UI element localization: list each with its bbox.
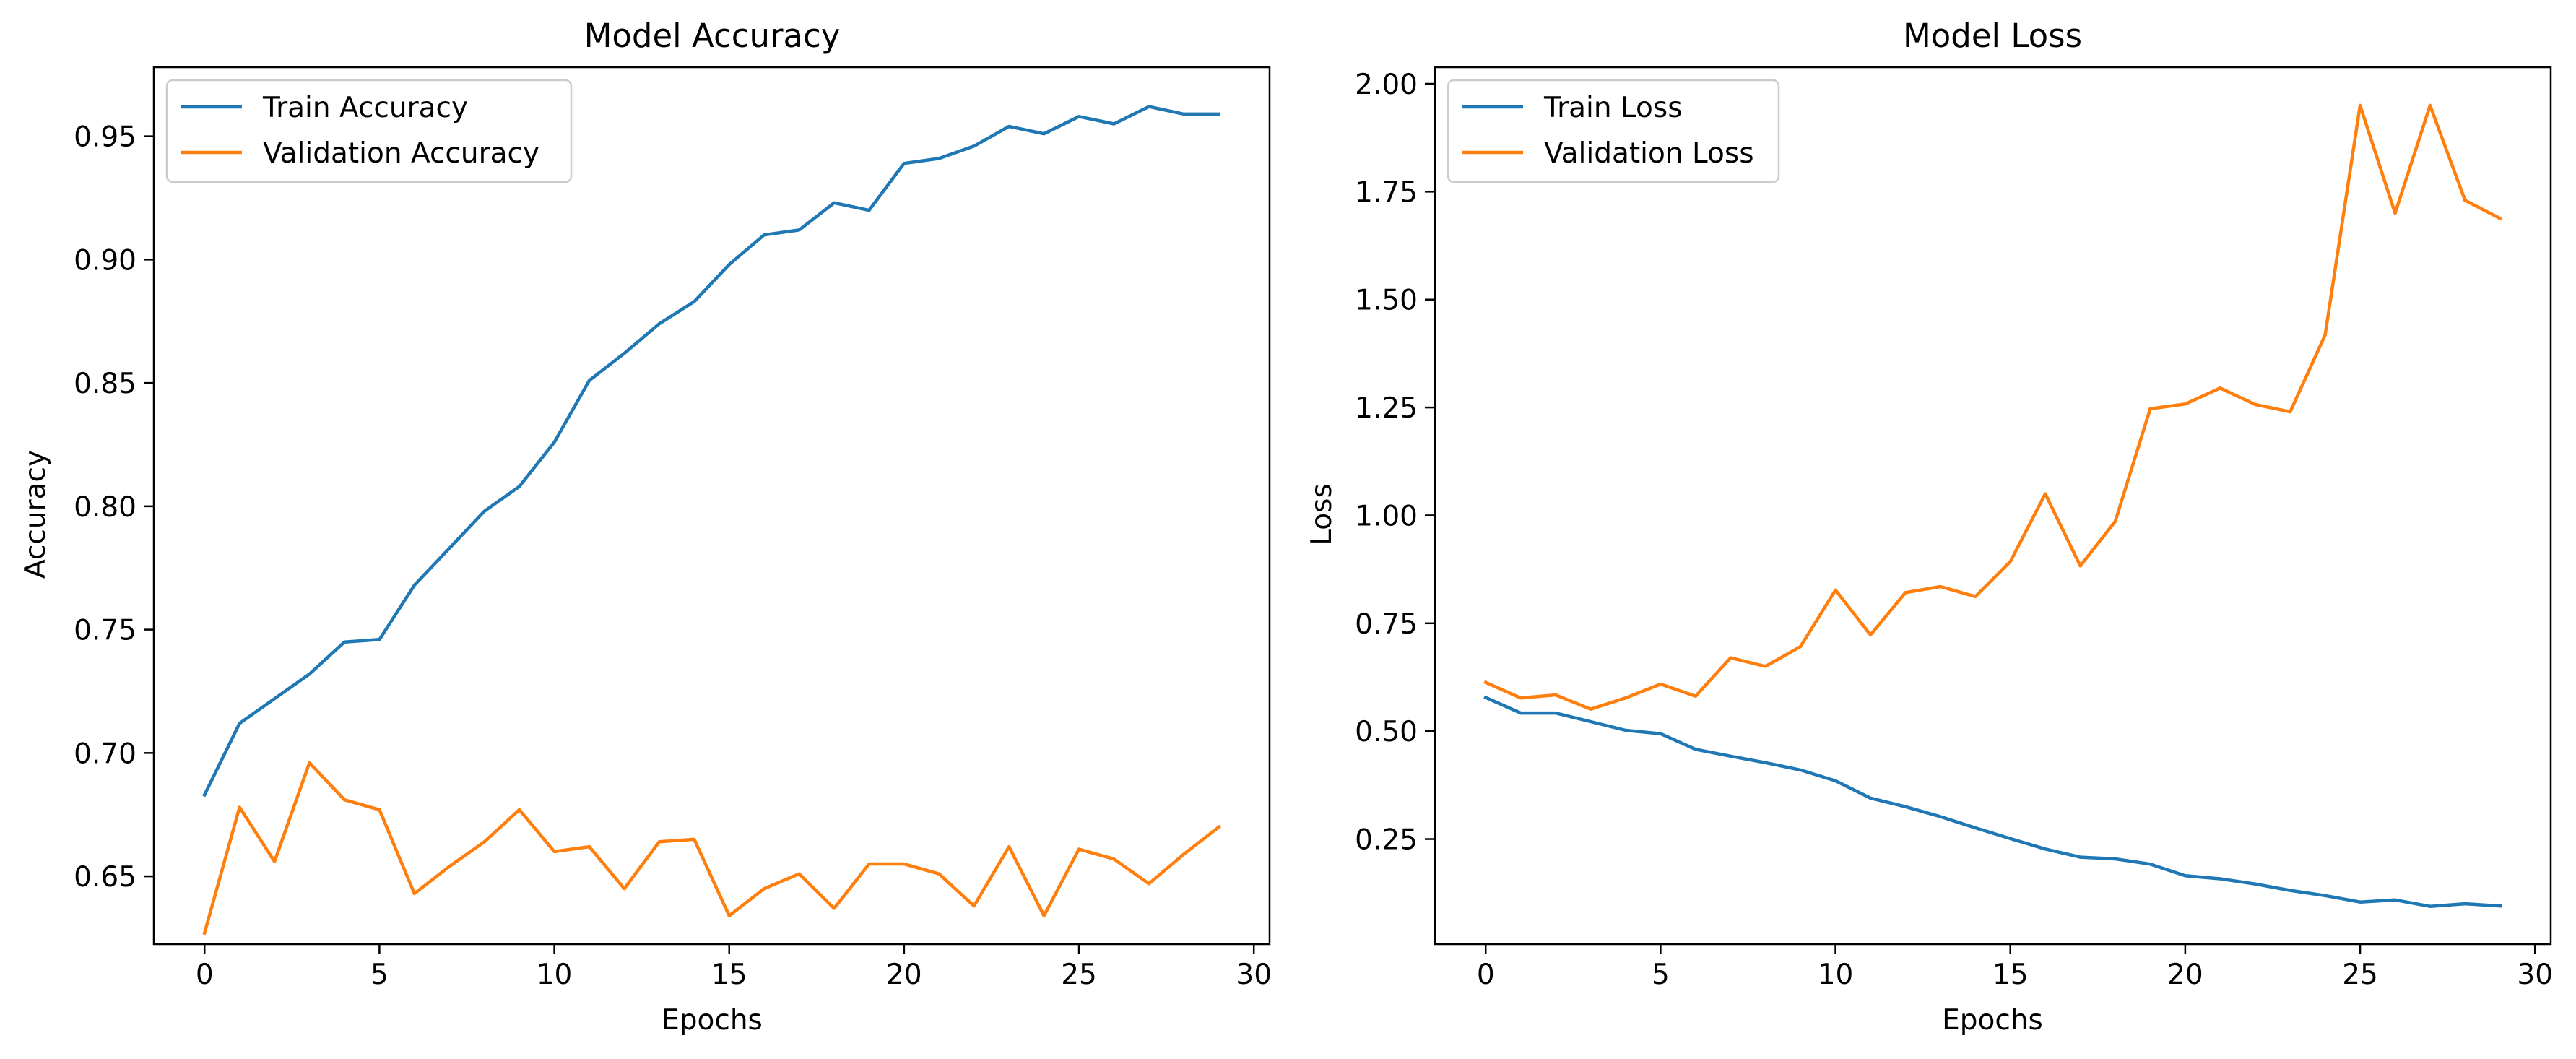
x-tick-label: 10 [1818,959,1854,991]
series-group [202,105,1221,935]
x-tick-label: 30 [1236,959,1272,991]
series-line-train-loss [1483,695,2502,908]
y-tick-label: 1.75 [1355,176,1418,209]
y-tick-label: 2.00 [1355,69,1418,101]
y-tick-label: 0.70 [74,738,136,770]
series-group [1483,103,2502,908]
y-axis-label: Loss [1306,483,1338,545]
x-tick-label: 30 [2517,959,2553,991]
x-tick-label: 15 [1992,959,2029,991]
y-tick-label: 0.75 [74,615,136,647]
series-line-validation-loss [1483,103,2502,711]
y-tick-label: 1.50 [1355,285,1418,317]
legend-label-train: Train Accuracy [262,92,468,124]
loss-chart: Model Loss Epochs Loss 0 5 10 15 20 25 300.250… [1306,17,2553,1037]
y-tick-label: 1.00 [1355,500,1418,532]
legend-label-train: Train Loss [1543,92,1683,124]
x-tick-label: 0 [1477,959,1495,991]
plot-frame [152,66,1271,946]
chart-title: Model Loss [1903,17,2082,55]
tick-group: 0 5 10 15 20 25 30 0.65 0.70 0.75 0.80 0.85 0.90 0.95 [74,121,1272,991]
y-tick-label: 0.95 [74,121,136,154]
legend-box [165,79,573,183]
y-tick-label: 0.50 [1355,716,1418,748]
x-tick-label: 15 [711,959,747,991]
x-tick-label: 5 [370,959,389,991]
tick-group: 0 5 10 15 20 25 30 0.25 0.50 0.75 1.00 1.25 1.50 1.75… [1355,69,2553,991]
y-tick-label: 0.65 [74,861,136,894]
legend-box [1447,79,1780,183]
legend-label-validation: Validation Accuracy [263,137,539,170]
x-axis-label: Epochs [1942,1004,2043,1037]
y-tick-label: 0.75 [1355,608,1418,641]
y-tick-label: 0.80 [74,491,136,524]
x-axis-label: Epochs [662,1004,763,1037]
accuracy-chart: Model Accuracy Epochs Accuracy 0 5 10 15 20 2… [19,17,1272,1037]
legend-label-validation: Validation Loss [1544,137,1754,170]
legend: Train Accuracy Validation Accuracy [165,79,573,183]
x-tick-label: 5 [1652,959,1670,991]
plot-frame [1434,66,2552,946]
chart-title: Model Accuracy [584,17,841,55]
y-tick-label: 0.25 [1355,824,1418,857]
legend: Train Loss Validation Loss [1447,79,1780,183]
x-tick-label: 10 [537,959,573,991]
y-tick-label: 0.85 [74,368,136,400]
y-tick-label: 1.25 [1355,392,1418,425]
x-tick-label: 25 [1061,959,1097,991]
y-tick-label: 0.90 [74,244,136,277]
x-tick-label: 0 [196,959,214,991]
series-line-validation-accuracy [202,761,1221,935]
y-axis-label: Accuracy [19,450,52,579]
x-tick-label: 20 [2167,959,2203,991]
x-tick-label: 20 [886,959,922,991]
x-tick-label: 25 [2342,959,2378,991]
series-line-train-accuracy [202,105,1221,798]
